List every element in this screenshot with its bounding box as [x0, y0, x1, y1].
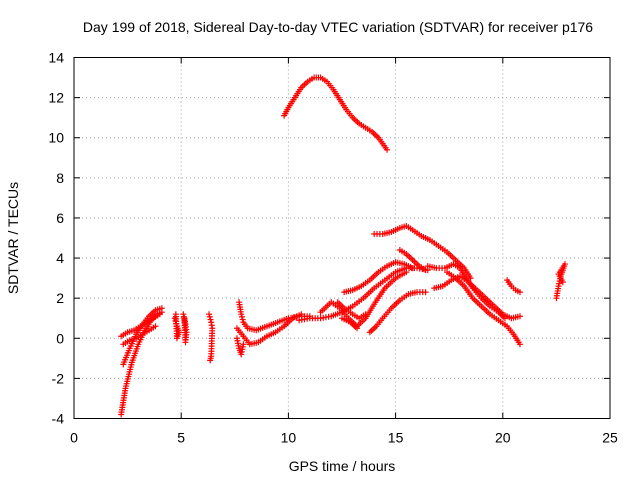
series-arc-right-2	[431, 273, 523, 322]
y-tick-label: 10	[48, 130, 64, 146]
data-point	[240, 341, 247, 348]
y-tick-label: 0	[56, 330, 64, 346]
axis-ticks	[73, 57, 611, 419]
data-point	[409, 265, 416, 272]
data-points	[118, 74, 568, 418]
y-tick-label: 4	[56, 250, 64, 266]
series-arc-right-3	[444, 269, 523, 348]
x-tick-label: 10	[281, 430, 297, 446]
series-arc-early-up-1	[118, 309, 165, 418]
series-arc-low-rise	[366, 289, 429, 336]
y-tick-label: 12	[48, 90, 64, 106]
data-point	[403, 269, 410, 276]
x-tick-label: 0	[70, 430, 78, 446]
data-point	[422, 267, 429, 274]
data-point	[206, 313, 213, 320]
tick-labels: 0 5 10 15 20 25 -4 -2 0 2 4 6 8 10 12 14	[48, 50, 618, 446]
series-cluster-5.2	[180, 311, 190, 346]
grid	[74, 57, 610, 419]
chart-title: Day 199 of 2018, Sidereal Day-to-day VTE…	[83, 19, 593, 35]
series-arc-mid-5	[341, 259, 416, 296]
series-arc-7.6-drop	[233, 335, 247, 358]
y-tick-label: 2	[56, 290, 64, 306]
data-point	[172, 311, 179, 318]
data-point	[516, 313, 523, 320]
y-axis-label: SDTVAR / TECUs	[5, 182, 21, 294]
data-point	[238, 313, 245, 320]
data-point	[354, 325, 361, 332]
y-tick-label: -4	[52, 411, 65, 427]
series-arc-mid-1	[296, 265, 431, 324]
y-tick-label: 8	[56, 170, 64, 186]
data-point	[422, 289, 429, 296]
data-point	[158, 305, 165, 312]
x-tick-label: 15	[388, 430, 404, 446]
x-axis-label: GPS time / hours	[289, 458, 396, 474]
plot-frame	[73, 57, 611, 419]
series-arc-early-flat	[118, 311, 163, 340]
x-tick-label: 5	[177, 430, 185, 446]
y-tick-label: 14	[48, 50, 64, 66]
data-point	[238, 311, 245, 318]
data-point	[516, 289, 523, 296]
y-tick-label: 6	[56, 210, 64, 226]
data-point	[362, 311, 369, 318]
x-tick-label: 25	[602, 430, 618, 446]
series-arc-mid-3	[334, 299, 369, 322]
data-point	[207, 316, 214, 323]
data-point	[384, 146, 391, 153]
x-tick-label: 20	[495, 430, 511, 446]
data-point	[559, 279, 566, 286]
series-arc-early-low	[120, 323, 159, 348]
series-arc-mid-2	[317, 269, 410, 330]
data-point	[152, 323, 159, 330]
data-point	[156, 311, 163, 318]
series-arc-peak	[281, 74, 391, 153]
data-point	[239, 316, 246, 323]
series-cluster-22.7	[553, 261, 568, 302]
series-arc-mid-4	[339, 315, 361, 332]
data-point	[206, 311, 213, 318]
series-cluster-4.8	[171, 311, 183, 342]
series-cluster-6.4	[206, 311, 216, 364]
data-point	[207, 357, 214, 364]
series-arc-7.7-11	[236, 299, 313, 334]
data-point	[181, 315, 188, 322]
data-point	[516, 341, 523, 348]
series-cluster-20.5	[504, 277, 523, 296]
y-tick-label: -2	[52, 370, 65, 386]
series-arc-5-to-3	[371, 222, 474, 282]
series-arc-4.5-3	[396, 247, 429, 274]
